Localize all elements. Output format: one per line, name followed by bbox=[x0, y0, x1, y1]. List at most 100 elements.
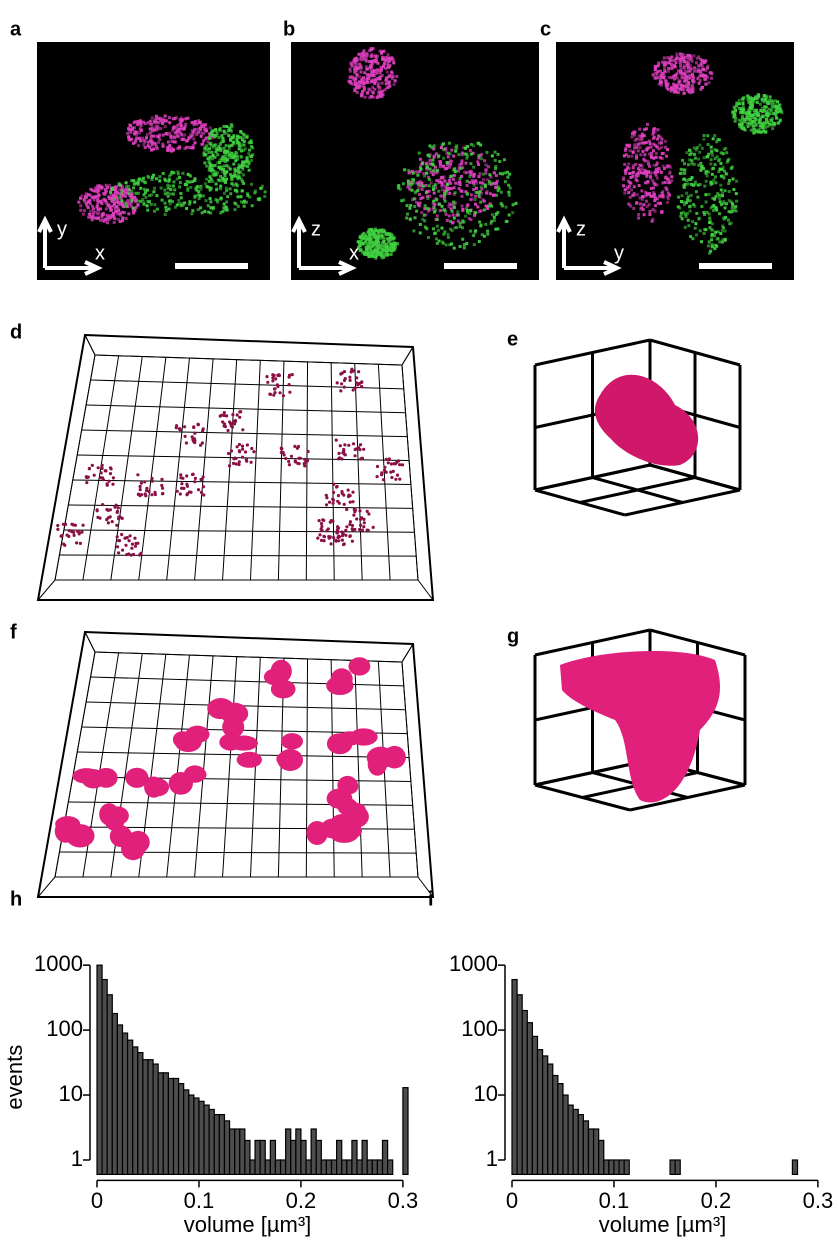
cluster bbox=[82, 524, 85, 527]
pixel bbox=[224, 154, 227, 157]
pixel bbox=[646, 123, 649, 126]
pixel bbox=[629, 182, 632, 185]
pixel bbox=[629, 149, 632, 152]
pixel bbox=[639, 146, 642, 149]
pixel bbox=[371, 74, 374, 77]
pixel bbox=[681, 85, 684, 88]
pixel bbox=[625, 168, 628, 171]
pixel bbox=[663, 69, 666, 72]
cluster bbox=[299, 457, 302, 460]
cluster bbox=[111, 483, 114, 486]
cluster bbox=[376, 475, 379, 478]
cluster bbox=[354, 454, 357, 457]
pixel bbox=[184, 147, 187, 150]
pixel bbox=[384, 56, 387, 59]
pixel bbox=[494, 165, 497, 168]
pixel bbox=[142, 139, 145, 142]
pixel bbox=[99, 186, 102, 189]
pixel bbox=[693, 66, 696, 69]
pixel bbox=[710, 207, 713, 210]
pixel bbox=[679, 53, 682, 56]
pixel bbox=[425, 227, 428, 230]
pixel bbox=[230, 124, 233, 127]
pixel bbox=[656, 70, 659, 73]
cluster bbox=[231, 413, 234, 416]
cluster bbox=[135, 542, 138, 545]
pixel bbox=[365, 52, 368, 55]
cluster bbox=[320, 522, 323, 525]
pixel bbox=[208, 175, 211, 178]
cluster bbox=[143, 480, 146, 483]
pixel bbox=[422, 185, 425, 188]
pixel bbox=[687, 61, 690, 64]
pixel bbox=[710, 149, 713, 152]
pixel bbox=[413, 182, 416, 185]
pixel bbox=[183, 201, 186, 204]
bar bbox=[230, 1129, 235, 1174]
wire bbox=[59, 852, 416, 853]
pixel bbox=[448, 243, 451, 246]
pixel bbox=[686, 212, 689, 215]
cluster bbox=[343, 370, 346, 373]
cluster bbox=[272, 394, 275, 397]
pixel bbox=[209, 212, 212, 215]
pixel bbox=[367, 88, 370, 91]
cluster bbox=[151, 480, 154, 483]
pixel bbox=[144, 190, 147, 193]
cluster bbox=[111, 520, 114, 523]
pixel bbox=[366, 238, 369, 241]
pixel bbox=[381, 82, 384, 85]
pixel bbox=[639, 202, 642, 205]
pixel bbox=[630, 155, 633, 158]
cluster bbox=[96, 508, 99, 511]
surface-blob bbox=[337, 798, 358, 815]
pixel bbox=[764, 98, 767, 101]
pixel bbox=[178, 145, 181, 148]
pixel bbox=[132, 207, 135, 210]
pixel bbox=[679, 66, 682, 69]
x-tick-label: 0.3 bbox=[803, 1188, 834, 1213]
pixel bbox=[87, 206, 90, 209]
pixel bbox=[162, 172, 165, 175]
pixel bbox=[393, 79, 396, 82]
pixel bbox=[653, 127, 656, 130]
pixel bbox=[706, 76, 709, 79]
pixel bbox=[442, 242, 445, 245]
pixel bbox=[79, 204, 82, 207]
pixel bbox=[483, 208, 486, 211]
cluster bbox=[102, 478, 105, 481]
cluster bbox=[117, 506, 120, 509]
pixel bbox=[643, 134, 646, 137]
bar bbox=[792, 1160, 797, 1174]
pixel bbox=[752, 120, 755, 123]
pixel bbox=[151, 116, 154, 119]
pixel bbox=[667, 88, 670, 91]
pixel bbox=[145, 196, 148, 199]
pixel bbox=[738, 99, 741, 102]
pixel bbox=[241, 190, 244, 193]
wire bbox=[402, 347, 413, 365]
pixel bbox=[757, 95, 760, 98]
cluster bbox=[290, 455, 293, 458]
pixel bbox=[465, 162, 468, 165]
cluster bbox=[238, 443, 241, 446]
cluster bbox=[288, 463, 291, 466]
x-tick-label: 0 bbox=[91, 1188, 103, 1213]
pixel bbox=[168, 132, 171, 135]
pixel bbox=[641, 164, 644, 167]
cluster bbox=[358, 509, 361, 512]
pixel bbox=[179, 192, 182, 195]
pixel bbox=[263, 195, 266, 198]
cluster bbox=[331, 520, 334, 523]
pixel bbox=[702, 74, 705, 77]
pixel bbox=[236, 142, 239, 145]
pixel bbox=[432, 200, 435, 203]
pixel bbox=[667, 181, 670, 184]
pixel bbox=[675, 53, 678, 56]
pixel bbox=[212, 146, 215, 149]
bar bbox=[588, 1129, 593, 1174]
pixel bbox=[708, 193, 711, 196]
pixel bbox=[732, 188, 735, 191]
pixel bbox=[215, 147, 218, 150]
pixel bbox=[469, 162, 472, 165]
